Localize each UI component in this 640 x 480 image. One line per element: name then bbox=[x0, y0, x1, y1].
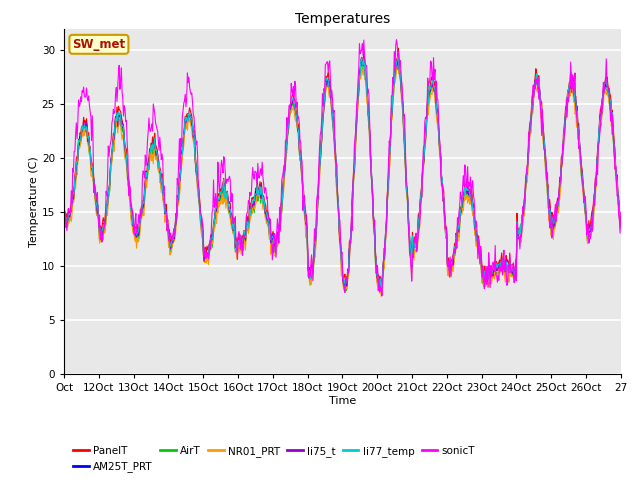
li75_t bbox=[276, 213, 284, 218]
li75_t bbox=[125, 187, 133, 192]
Legend: PanelT, AM25T_PRT, AirT, NR01_PRT, li75_t, li77_temp, sonicT: PanelT, AM25T_PRT, AirT, NR01_PRT, li75_… bbox=[69, 442, 479, 476]
sonicT bbox=[276, 228, 284, 234]
PanelT bbox=[394, 45, 402, 51]
AirT bbox=[228, 221, 236, 227]
PanelT bbox=[378, 281, 385, 287]
AM25T_PRT bbox=[125, 190, 133, 195]
AM25T_PRT bbox=[60, 212, 68, 217]
NR01_PRT bbox=[394, 58, 402, 64]
NR01_PRT bbox=[401, 157, 409, 163]
NR01_PRT bbox=[433, 115, 440, 120]
AM25T_PRT bbox=[617, 216, 625, 221]
AM25T_PRT bbox=[376, 289, 383, 295]
li77_temp bbox=[617, 213, 625, 218]
AM25T_PRT bbox=[394, 52, 402, 58]
sonicT bbox=[125, 184, 133, 190]
li75_t bbox=[401, 153, 409, 159]
Line: sonicT: sonicT bbox=[64, 39, 621, 296]
Line: AirT: AirT bbox=[64, 58, 621, 292]
NR01_PRT bbox=[125, 196, 133, 202]
sonicT bbox=[60, 191, 68, 197]
AirT bbox=[394, 55, 402, 61]
sonicT bbox=[401, 133, 409, 139]
AM25T_PRT bbox=[276, 216, 284, 222]
AM25T_PRT bbox=[401, 155, 409, 160]
AirT bbox=[401, 158, 409, 164]
AirT bbox=[378, 289, 385, 295]
Line: PanelT: PanelT bbox=[64, 48, 621, 284]
sonicT bbox=[617, 209, 625, 215]
NR01_PRT bbox=[617, 222, 625, 228]
PanelT bbox=[276, 213, 284, 218]
PanelT bbox=[228, 211, 236, 216]
Y-axis label: Temperature (C): Temperature (C) bbox=[29, 156, 39, 247]
AirT bbox=[255, 192, 263, 197]
li75_t bbox=[394, 52, 402, 58]
PanelT bbox=[125, 185, 133, 191]
Line: NR01_PRT: NR01_PRT bbox=[64, 61, 621, 297]
AirT bbox=[60, 213, 68, 218]
li77_temp bbox=[60, 209, 68, 215]
AirT bbox=[276, 219, 284, 225]
sonicT bbox=[255, 175, 263, 181]
AirT bbox=[125, 192, 133, 198]
PanelT bbox=[617, 214, 625, 220]
sonicT bbox=[393, 36, 401, 42]
Line: li77_temp: li77_temp bbox=[64, 53, 621, 288]
NR01_PRT bbox=[228, 226, 236, 232]
sonicT bbox=[433, 78, 440, 84]
PanelT bbox=[255, 186, 263, 192]
li77_temp bbox=[276, 214, 284, 219]
Line: AM25T_PRT: AM25T_PRT bbox=[64, 55, 621, 292]
PanelT bbox=[401, 148, 409, 154]
li75_t bbox=[617, 214, 625, 220]
sonicT bbox=[228, 190, 236, 196]
li75_t bbox=[60, 213, 68, 218]
PanelT bbox=[433, 100, 440, 106]
PanelT bbox=[60, 209, 68, 215]
NR01_PRT bbox=[60, 217, 68, 223]
AM25T_PRT bbox=[255, 191, 263, 196]
Title: Temperatures: Temperatures bbox=[295, 12, 390, 26]
li77_temp bbox=[401, 152, 409, 157]
Line: li75_t: li75_t bbox=[64, 55, 621, 290]
li75_t bbox=[378, 287, 385, 293]
li77_temp bbox=[378, 285, 386, 290]
li75_t bbox=[433, 107, 440, 113]
li77_temp bbox=[228, 216, 236, 222]
li77_temp bbox=[125, 187, 133, 192]
li75_t bbox=[228, 217, 236, 223]
AM25T_PRT bbox=[228, 217, 236, 223]
NR01_PRT bbox=[276, 221, 284, 227]
li77_temp bbox=[394, 50, 402, 56]
Text: SW_met: SW_met bbox=[72, 38, 125, 51]
li77_temp bbox=[433, 104, 440, 109]
NR01_PRT bbox=[378, 294, 385, 300]
AirT bbox=[433, 108, 440, 114]
AirT bbox=[617, 216, 625, 222]
X-axis label: Time: Time bbox=[329, 396, 356, 406]
NR01_PRT bbox=[255, 194, 263, 200]
li77_temp bbox=[255, 185, 263, 191]
sonicT bbox=[378, 293, 386, 299]
AM25T_PRT bbox=[433, 105, 440, 111]
li75_t bbox=[255, 187, 263, 192]
